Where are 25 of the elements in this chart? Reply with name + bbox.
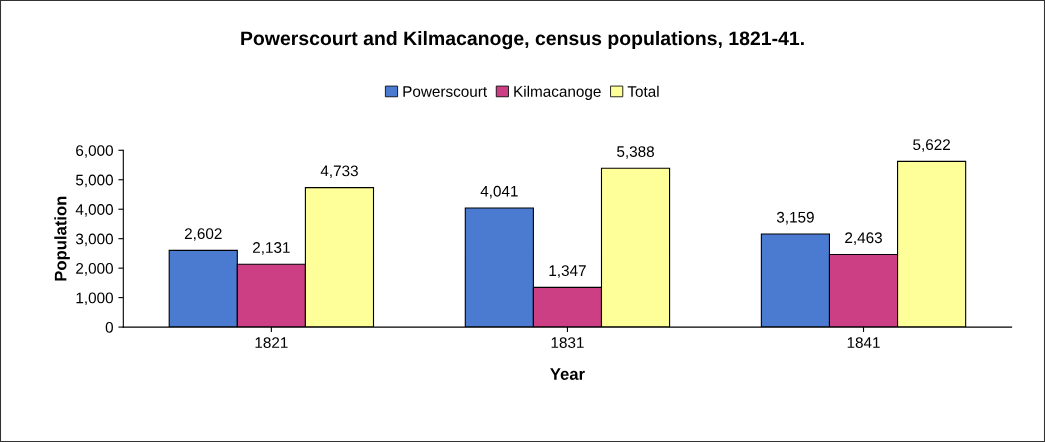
y-tick-label: 5,000 <box>75 174 113 188</box>
x-tick-label: 1831 <box>551 337 584 349</box>
x-tick-label: 1841 <box>847 337 880 349</box>
data-label: 4,733 <box>320 165 358 179</box>
x-axis-title: Year <box>550 368 585 380</box>
data-label: 5,388 <box>617 146 654 159</box>
y-tick-label: 1,000 <box>76 292 113 306</box>
data-label: 2,131 <box>253 242 290 255</box>
data-label: 2,463 <box>845 232 882 245</box>
data-label: 4,041 <box>480 185 518 199</box>
y-tick-label: 2,000 <box>76 263 113 276</box>
data-label: 5,622 <box>913 139 950 152</box>
data-label: 1,347 <box>549 265 586 278</box>
legend-label: Total <box>627 85 659 97</box>
legend-label: Kilmacanoge <box>514 85 601 100</box>
y-tick-label: 4,000 <box>75 204 113 217</box>
data-label: 3,159 <box>776 211 814 225</box>
x-tick-label: 1821 <box>255 337 288 349</box>
y-tick-label: 0 <box>105 321 113 333</box>
chart-title: Powerscourt and Kilmacanoge, census populations, 1821-41. <box>241 30 804 50</box>
y-tick-label: 6,000 <box>76 145 113 158</box>
y-tick-label: 3,000 <box>75 233 113 247</box>
legend-label: Powerscourt <box>403 86 487 97</box>
y-axis-title: Population <box>54 196 70 281</box>
data-label: 2,602 <box>184 228 222 241</box>
